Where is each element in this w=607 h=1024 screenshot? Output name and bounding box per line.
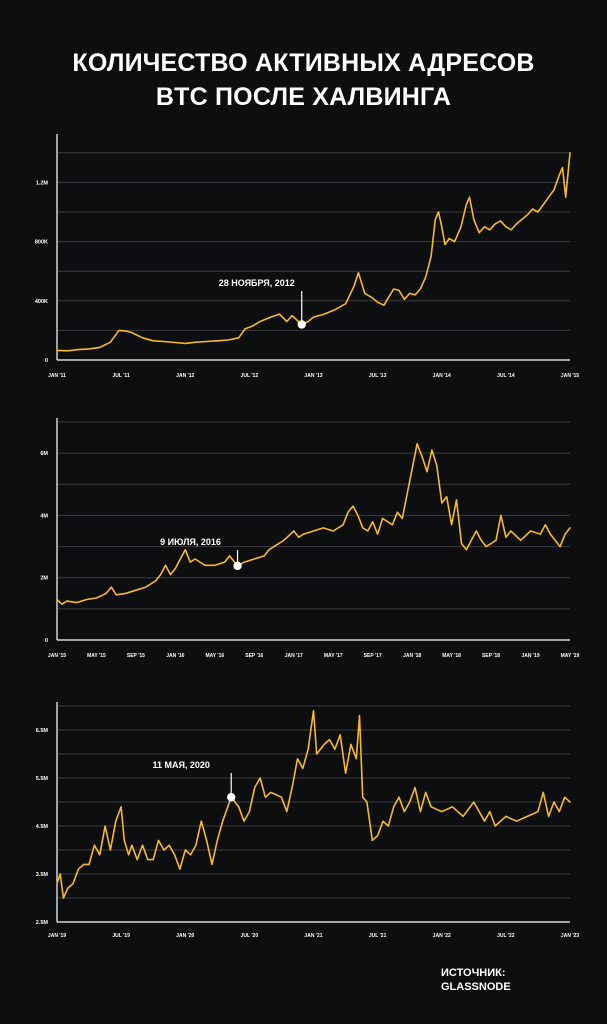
x-tick-label: MAY '16 <box>205 653 224 659</box>
x-tick-label: JAN '15 <box>48 653 66 659</box>
chart-2016-halving: 0 2M 4M 6M JAN '15 MAY '15 SEP '15 JAN '16 MAY '… <box>40 418 580 659</box>
series-line <box>56 152 571 352</box>
x-tick-label: JUL '22 <box>497 933 515 939</box>
chart-2012-halving: 0 400K 800K 1.2M JAN '11 JUL '11 JAN '12 JUL '1… <box>35 134 579 379</box>
source-note: ИСТОЧНИК: GLASSNODE <box>441 966 511 994</box>
y-tick-label: 0 <box>45 638 48 644</box>
series-line <box>56 443 571 605</box>
halving-marker-dot <box>297 320 306 329</box>
source-name: GLASSNODE <box>441 981 511 993</box>
halving-date-label: 9 ИЮЛЯ, 2016 <box>160 537 221 547</box>
x-tick-label: MAY '18 <box>442 653 461 659</box>
x-tick-label: MAY '15 <box>87 653 106 659</box>
x-tick-label: JAN '21 <box>304 933 322 939</box>
x-tick-label: JAN '14 <box>433 373 451 379</box>
y-tick-label: 6.5M <box>36 728 49 734</box>
y-tick-label: 0 <box>45 358 48 364</box>
chart-title-line-1: КОЛИЧЕСТВО АКТИВНЫХ АДРЕСОВ <box>72 49 535 77</box>
y-tick-label: 3.5M <box>36 872 49 878</box>
x-tick-label: JAN '15 <box>561 373 579 379</box>
x-tick-label: JAN '20 <box>176 933 194 939</box>
y-tick-label: 2.5M <box>36 920 49 926</box>
x-tick-label: JUL '12 <box>241 373 259 379</box>
halving-marker-dot <box>233 561 242 571</box>
x-tick-label: SEP '15 <box>127 653 145 659</box>
source-label: ИСТОЧНИК: <box>441 967 506 979</box>
x-tick-label: JAN '12 <box>176 373 194 379</box>
x-tick-label: JAN '13 <box>304 373 322 379</box>
chart-title: КОЛИЧЕСТВО АКТИВНЫХ АДРЕСОВ BTC ПОСЛЕ ХА… <box>0 46 607 114</box>
x-tick-label: JUL '19 <box>112 933 130 939</box>
x-tick-label: JUL '13 <box>369 373 387 379</box>
halving-marker-dot <box>227 793 236 802</box>
x-tick-label: JAN '19 <box>48 933 66 939</box>
y-tick-label: 5.5M <box>36 776 49 782</box>
x-tick-label: JAN '19 <box>521 653 539 659</box>
x-tick-label: SEP '17 <box>364 653 382 659</box>
x-tick-label: JUL '11 <box>113 373 130 379</box>
halving-date-label: 28 НОЯБРЯ, 2012 <box>219 278 295 288</box>
y-tick-label: 6M <box>40 451 48 457</box>
x-tick-label: JUL '21 <box>369 933 387 939</box>
chart-title-line-2: BTC ПОСЛЕ ХАЛВИНГА <box>155 83 452 111</box>
y-tick-label: 2M <box>40 576 48 582</box>
y-tick-label: 4M <box>40 513 48 519</box>
chart-2020-halving: 2.5M 3.5M 4.5M 5.5M 6.5M JAN '19 JUL '19 JAN '2… <box>36 702 579 939</box>
y-tick-label: 1.2M <box>36 180 49 186</box>
x-tick-label: SEP '18 <box>482 653 500 659</box>
series-line <box>56 710 571 899</box>
x-tick-label: MAY '17 <box>324 653 343 659</box>
halving-date-label: 11 МАЯ, 2020 <box>152 760 210 770</box>
x-tick-label: JAN '17 <box>285 653 303 659</box>
x-tick-label: JAN '18 <box>403 653 421 659</box>
x-tick-label: JAN '23 <box>561 933 579 939</box>
x-tick-label: JUL '20 <box>241 933 259 939</box>
x-tick-label: SEP '16 <box>245 653 263 659</box>
x-tick-label: JAN '22 <box>433 933 451 939</box>
x-tick-label: MAY '19 <box>561 653 580 659</box>
x-tick-label: JUL '14 <box>497 373 515 379</box>
x-tick-label: JAN '16 <box>166 653 184 659</box>
y-tick-label: 800K <box>35 240 48 246</box>
x-tick-label: JAN '11 <box>48 373 66 379</box>
y-tick-label: 4.5M <box>36 824 49 830</box>
y-tick-label: 400K <box>35 299 48 305</box>
